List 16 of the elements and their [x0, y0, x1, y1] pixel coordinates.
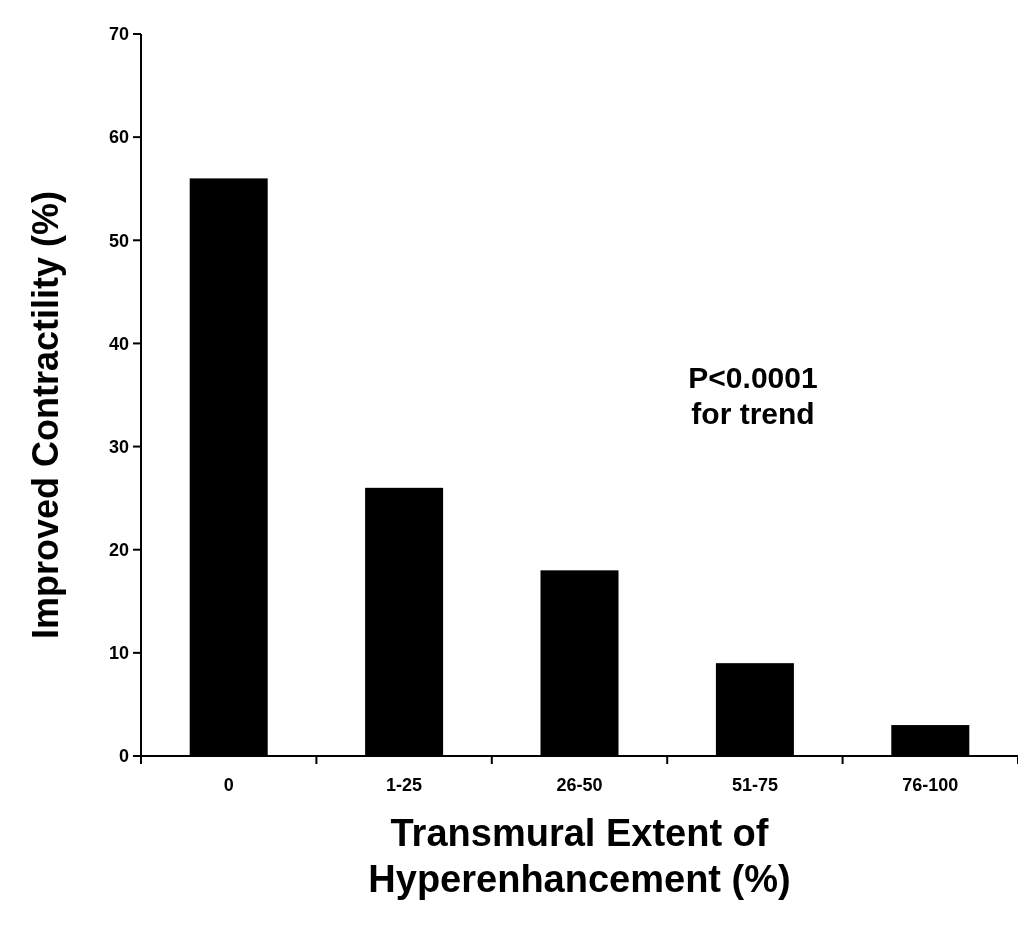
annotation: P<0.0001 for trend [688, 361, 818, 430]
x-tick-label: 26-50 [556, 775, 603, 795]
y-tick-label: 0 [118, 746, 129, 767]
x-tick-label: 0 [223, 775, 234, 795]
y-tick-label: 50 [108, 230, 129, 251]
x-tick-label: 51-75 [731, 775, 778, 795]
x-tick-label: 76-100 [902, 775, 959, 795]
y-tick-label: 20 [108, 540, 129, 561]
y-tick-label: 40 [108, 333, 129, 354]
y-tick-label: 30 [108, 436, 129, 457]
x-tick-label: 1-25 [386, 775, 423, 795]
y-tick-label: 70 [108, 24, 129, 45]
y-tick-label: 10 [108, 643, 129, 664]
x-axis-title: Transmural Extent of Hyperenhancement (%) [368, 812, 791, 900]
y-tick-label: 60 [108, 127, 129, 148]
y-axis-title: Improved Contractility (%) [25, 190, 66, 640]
